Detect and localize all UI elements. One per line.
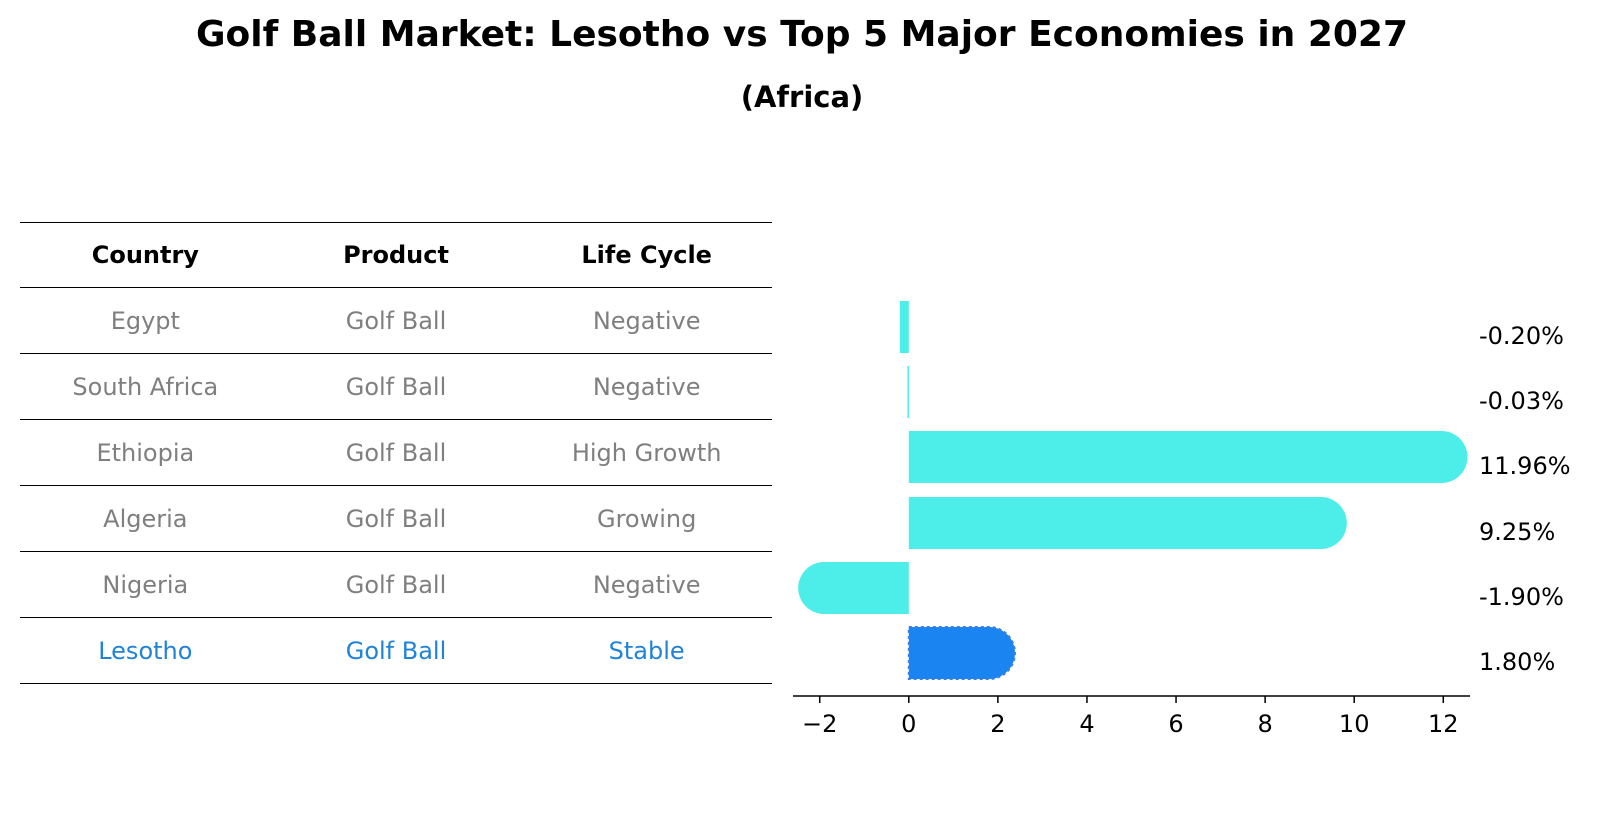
life-cycle-cell: Stable <box>608 636 685 665</box>
product-cell: Golf Ball <box>345 570 447 599</box>
product-cell: Golf Ball <box>345 504 447 533</box>
x-tick-label: 4 <box>1079 710 1094 738</box>
bar-nigeria <box>798 562 909 614</box>
life-cycle-cell: Negative <box>592 570 701 599</box>
product-cell: Golf Ball <box>345 306 447 335</box>
table-row-highlight: Lesotho Golf Ball Stable <box>20 618 772 684</box>
data-label: 9.25% <box>1479 518 1555 546</box>
country-cell: South Africa <box>72 372 219 401</box>
country-cell: Lesotho <box>98 636 193 665</box>
life-cycle-cell: Negative <box>592 372 701 401</box>
chart-title: Golf Ball Market: Lesotho vs Top 5 Major… <box>195 14 1409 55</box>
x-tick-label: 8 <box>1257 710 1272 738</box>
data-label: -0.20% <box>1479 322 1564 350</box>
header-life-cycle: Life Cycle <box>581 241 712 269</box>
x-tick-label: −2 <box>802 710 837 738</box>
x-tick-label: 0 <box>901 710 916 738</box>
life-cycle-cell: High Growth <box>571 438 722 467</box>
data-label: -0.03% <box>1479 387 1564 415</box>
table-row: Egypt Golf Ball Negative <box>20 288 772 354</box>
life-cycle-cell: Negative <box>592 306 701 335</box>
life-cycle-cell: Growing <box>596 504 697 533</box>
bar-lesotho <box>907 626 1016 680</box>
header-product: Product <box>343 241 449 269</box>
table-row: Algeria Golf Ball Growing <box>20 486 772 552</box>
table-header-row: Country Product Life Cycle <box>20 222 772 288</box>
data-label: 1.80% <box>1479 648 1555 676</box>
table-row: Ethiopia Golf Ball High Growth <box>20 420 772 486</box>
x-tick-label: 10 <box>1339 710 1370 738</box>
data-label: -1.90% <box>1479 583 1564 611</box>
bar-south-africa <box>907 366 909 418</box>
product-cell: Golf Ball <box>345 636 447 665</box>
bar-egypt <box>899 301 909 353</box>
country-cell: Algeria <box>103 504 188 533</box>
data-table: Country Product Life Cycle Egypt Golf Ba… <box>20 222 772 684</box>
product-cell: Golf Ball <box>345 372 447 401</box>
product-cell: Golf Ball <box>345 438 447 467</box>
x-tick-label: 12 <box>1428 710 1459 738</box>
table-row: Nigeria Golf Ball Negative <box>20 552 772 618</box>
chart-subtitle: (Africa) <box>740 80 864 114</box>
x-tick-label: 6 <box>1168 710 1183 738</box>
x-tick-label: 2 <box>990 710 1005 738</box>
header-country: Country <box>91 241 199 269</box>
data-label: 11.96% <box>1479 452 1571 480</box>
bar-algeria <box>908 497 1347 549</box>
country-cell: Ethiopia <box>96 438 195 467</box>
country-cell: Egypt <box>110 306 180 335</box>
table-row: South Africa Golf Ball Negative <box>20 354 772 420</box>
bar-ethiopia <box>908 431 1468 483</box>
country-cell: Nigeria <box>102 570 189 599</box>
